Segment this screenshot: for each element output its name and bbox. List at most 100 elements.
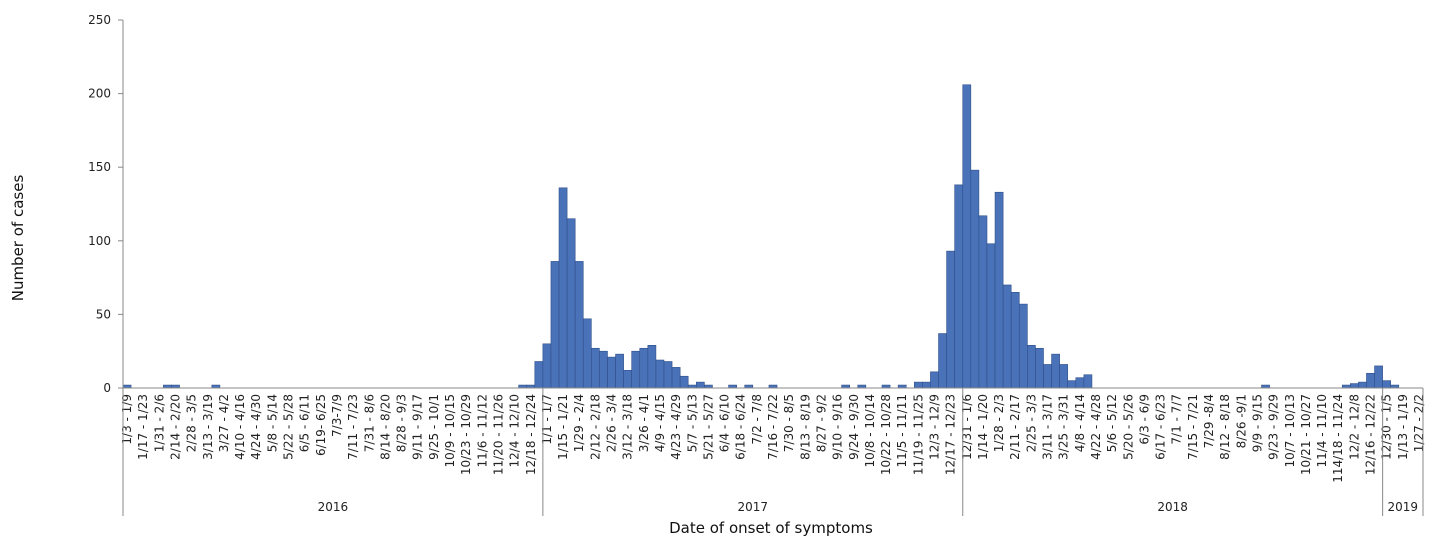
x-tick-label: 1/1 - 1/7 bbox=[540, 394, 554, 445]
bar bbox=[558, 187, 568, 389]
x-tick-label: 4/22 - 4/28 bbox=[1089, 394, 1103, 460]
x-tick-label: 3/13 - 3/19 bbox=[201, 394, 215, 460]
x-tick-label: 1/28 - 2/3 bbox=[992, 394, 1006, 452]
bar bbox=[582, 318, 592, 389]
bar bbox=[930, 371, 939, 389]
x-tick-label: 2/28 - 3/5 bbox=[185, 394, 199, 452]
x-tick-label: 8/28 - 9/3 bbox=[395, 394, 409, 452]
x-tick-label: 11/19 - 11/25 bbox=[911, 394, 925, 475]
x-tick-label: 2/11 - 2/17 bbox=[1008, 394, 1022, 460]
bar bbox=[542, 343, 552, 389]
bar bbox=[1083, 374, 1093, 389]
bar bbox=[639, 347, 649, 389]
x-tick-label: 1/31 - 2/6 bbox=[152, 394, 166, 452]
x-tick-label: 6/4 - 6/10 bbox=[718, 394, 732, 452]
x-tick-label: 7/2 - 7/8 bbox=[750, 394, 764, 445]
x-tick-label: 8/12 - 8/18 bbox=[1218, 394, 1232, 460]
bar bbox=[615, 353, 624, 389]
bar bbox=[1027, 345, 1036, 389]
y-tick-label: 200 bbox=[88, 87, 111, 101]
x-tick-label: 10/22 - 10/28 bbox=[879, 394, 893, 475]
x-tick-label: 9/11 - 9/17 bbox=[411, 394, 425, 460]
bar bbox=[566, 218, 576, 389]
x-tick-label: 2/12 - 2/18 bbox=[588, 394, 602, 460]
bar bbox=[1002, 284, 1012, 389]
bar bbox=[1366, 372, 1375, 389]
bar bbox=[1059, 364, 1069, 389]
x-tick-label: 9/23 - 9/29 bbox=[1267, 394, 1281, 460]
x-tick-label: 7/1 - 7/7 bbox=[1170, 394, 1184, 445]
x-tick-label: 7/16 - 7/22 bbox=[766, 394, 780, 460]
x-tick-label: 8/27 - 9/2 bbox=[814, 394, 828, 452]
x-tick-label: 10/7 - 10/13 bbox=[1283, 394, 1297, 468]
x-tick-label: 114/18 - 11/24 bbox=[1331, 394, 1345, 483]
bar bbox=[1010, 292, 1020, 389]
x-tick-label: 3/11 - 3/17 bbox=[1041, 394, 1055, 460]
x-tick-label: 9/24 - 9/30 bbox=[847, 394, 861, 460]
y-tick-label: 250 bbox=[88, 13, 111, 27]
x-tick-label: 9/9 - 9/15 bbox=[1250, 394, 1264, 452]
bar bbox=[1051, 353, 1060, 389]
x-tick-label: 5/21 - 5/27 bbox=[701, 394, 715, 460]
x-tick-label: 1/27 - 2/2 bbox=[1412, 394, 1426, 452]
y-axis-title: Number of cases bbox=[9, 175, 27, 302]
x-axis-title: Date of onset of symptoms bbox=[669, 519, 873, 537]
bar bbox=[1358, 381, 1367, 389]
x-tick-label: 3/25 - 3/31 bbox=[1057, 394, 1071, 460]
x-tick-label: 5/20 - 5/26 bbox=[1121, 394, 1135, 460]
bar bbox=[671, 367, 681, 389]
x-tick-label: 11/6 - 11/12 bbox=[475, 394, 489, 468]
y-tick-label: 50 bbox=[96, 307, 111, 321]
y-axis: 0 50 100 150 200 250 bbox=[88, 13, 124, 395]
bar bbox=[591, 347, 600, 389]
bar bbox=[986, 243, 996, 389]
x-tick-label: 4/23 - 4/29 bbox=[669, 394, 683, 460]
x-tick-label: 4/10 - 4/16 bbox=[233, 394, 247, 460]
year-label: 2018 bbox=[1157, 500, 1188, 514]
x-tick-label: 12/4 - 12/10 bbox=[508, 394, 522, 468]
x-tick-label: 9/10 - 9/16 bbox=[831, 394, 845, 460]
x-tick-label: 7/29 -8/4 bbox=[1202, 394, 1216, 448]
x-tick-label: 7/3-7/9 bbox=[330, 394, 344, 437]
bar bbox=[574, 261, 584, 389]
x-tick-label: 3/26 - 4/1 bbox=[637, 394, 651, 452]
bar bbox=[1067, 380, 1077, 389]
x-tick-label: 3/12 - 3/18 bbox=[621, 394, 635, 460]
bar bbox=[913, 381, 923, 389]
year-axis: 2016 2017 2018 2019 bbox=[122, 388, 1424, 516]
bar bbox=[978, 215, 988, 389]
y-tick-label: 100 bbox=[88, 234, 111, 248]
bar bbox=[1382, 380, 1392, 389]
x-tick-label: 6/18 - 6/24 bbox=[734, 394, 748, 460]
x-tick-label: 12/16 - 12/22 bbox=[1364, 394, 1378, 475]
x-tick-label: 6/5 - 6/11 bbox=[298, 394, 312, 452]
x-tick-label: 1/17 - 1/23 bbox=[136, 394, 150, 460]
x-tick-label: 8/26 -9/1 bbox=[1234, 394, 1248, 448]
x-tick-label: 11/5 - 11/11 bbox=[895, 394, 909, 468]
bar bbox=[631, 350, 641, 389]
x-tick-label: 4/24 - 4/30 bbox=[249, 394, 263, 460]
x-tick-label: 12/2 - 12/8 bbox=[1347, 394, 1361, 460]
bar bbox=[663, 361, 673, 389]
bar bbox=[970, 169, 980, 389]
bar bbox=[938, 333, 947, 389]
x-tick-label: 7/30 - 8/5 bbox=[782, 394, 796, 452]
x-tick-label: 3/27 - 4/2 bbox=[217, 394, 231, 452]
bar bbox=[946, 250, 955, 389]
bar bbox=[954, 184, 964, 389]
x-tick-label: 5/7 - 5/13 bbox=[685, 394, 699, 452]
bar bbox=[1075, 377, 1085, 389]
bar bbox=[1350, 383, 1359, 389]
x-tick-label: 11/20 - 11/26 bbox=[491, 394, 505, 475]
bar bbox=[1374, 365, 1383, 389]
bar bbox=[679, 375, 689, 389]
bar bbox=[647, 345, 657, 389]
x-tick-label: 1/14 - 1/20 bbox=[976, 394, 990, 460]
x-tick-label: 10/9 - 10/15 bbox=[443, 394, 457, 468]
x-tick-label: 5/8 - 5/14 bbox=[265, 394, 279, 452]
y-tick-label: 0 bbox=[103, 381, 111, 395]
bar bbox=[550, 261, 560, 389]
x-tick-label: 9/25 - 10/1 bbox=[427, 394, 441, 460]
x-tick-label: 2/26 - 3/4 bbox=[605, 394, 619, 452]
